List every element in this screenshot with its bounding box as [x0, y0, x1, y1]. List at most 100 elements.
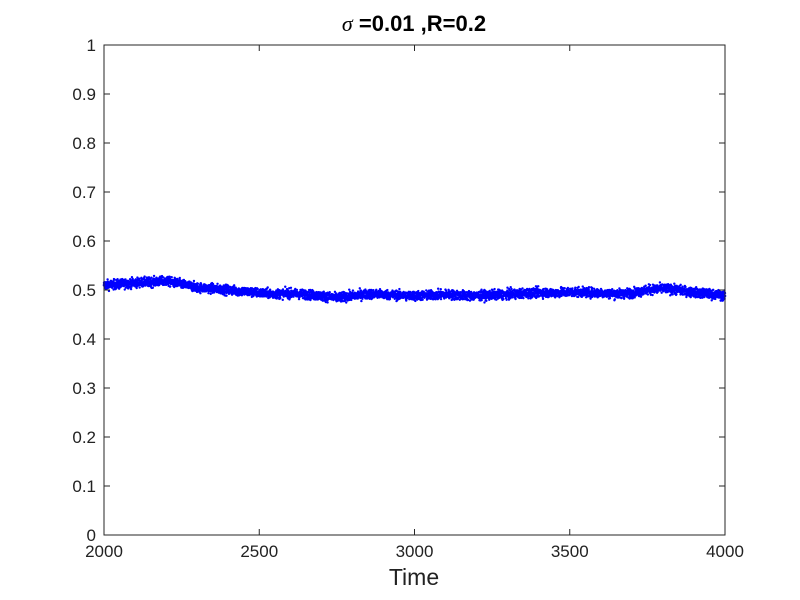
scatter-point [527, 297, 530, 300]
scatter-point [199, 292, 202, 295]
scatter-point [398, 287, 401, 291]
scatter-point [210, 285, 213, 289]
scatter-point [587, 285, 591, 289]
scatter-point [611, 287, 614, 291]
scatter-point [351, 289, 355, 292]
scatter-point [712, 288, 715, 292]
scatter-point [511, 296, 514, 299]
scatter-point [439, 288, 442, 291]
scatter-point [196, 282, 200, 285]
scatter-point [138, 277, 141, 281]
scatter-point [279, 297, 282, 300]
scatter-point [116, 277, 119, 281]
scatter-point [660, 291, 663, 294]
scatter-point [168, 275, 172, 279]
scatter-point [620, 296, 623, 300]
scatter-point [143, 275, 146, 278]
scatter-point [131, 277, 134, 281]
scatter-point [178, 276, 181, 280]
scatter-point [281, 298, 284, 302]
scatter-point [124, 278, 127, 281]
scatter-point [714, 297, 717, 301]
scatter-point [176, 277, 179, 281]
scatter-point [571, 287, 574, 290]
scatter-point [328, 291, 331, 294]
scatter-point [151, 286, 155, 289]
scatter-point [256, 287, 259, 291]
scatter-point [386, 288, 389, 292]
scatter-point [138, 286, 141, 289]
scatter-point [421, 298, 424, 301]
scatter-point [282, 295, 285, 298]
scatter-point [216, 282, 219, 285]
scatter-point [268, 288, 272, 291]
scatter-point [281, 288, 285, 291]
scatter-point [679, 283, 682, 287]
scatter-point [360, 299, 363, 303]
scatter-point [211, 282, 215, 286]
scatter-point [149, 278, 152, 281]
scatter-point [502, 297, 505, 301]
scatter-point [439, 297, 443, 301]
scatter-point [375, 288, 378, 292]
scatter-series [102, 274, 727, 304]
scatter-point [673, 282, 676, 285]
scatter-point [493, 287, 496, 291]
scatter-point [268, 295, 272, 299]
scatter-point [123, 288, 126, 291]
scatter-point [168, 277, 172, 281]
scatter-point [305, 290, 308, 293]
scatter-point [505, 298, 508, 301]
scatter-point [480, 288, 483, 291]
scatter-point [225, 294, 228, 297]
scatter-point [541, 297, 545, 301]
chart-title: σ =0.01 ,R=0.2 [342, 11, 486, 36]
scatter-point [348, 288, 351, 291]
scatter-point [106, 278, 109, 281]
scatter-point [326, 301, 329, 304]
scatter-point [207, 291, 210, 295]
scatter-point [162, 276, 165, 279]
scatter-point [417, 289, 420, 293]
scatter-point [675, 293, 678, 296]
scatter-point [485, 299, 488, 302]
scatter-point [129, 287, 133, 291]
scatter-point [651, 293, 654, 297]
scatter-point [483, 301, 486, 304]
scatter-point [563, 286, 566, 290]
scatter-point [358, 287, 361, 290]
scatter-point [232, 284, 236, 287]
scatter-point [135, 286, 138, 290]
scatter-point [308, 291, 311, 294]
scatter-point [289, 286, 293, 289]
scatter-point [113, 278, 116, 281]
scatter-point [345, 301, 348, 304]
scatter-point [372, 288, 375, 292]
scatter-point [521, 287, 524, 290]
scatter-point [576, 295, 580, 299]
scatter-point [192, 279, 196, 283]
scatter-point [295, 288, 299, 292]
scatter-point [436, 287, 440, 290]
scatter-point [150, 276, 153, 279]
scatter-point [169, 285, 172, 288]
scatter-point [648, 283, 652, 287]
scatter-point [209, 292, 212, 296]
scatter-point [284, 285, 287, 288]
scatter-point [522, 296, 525, 300]
scatter-point [170, 275, 173, 279]
scatter-point [577, 285, 580, 289]
scatter-point [405, 299, 408, 302]
scatter-point [608, 297, 612, 300]
scatter-point [514, 297, 517, 301]
scatter-point [684, 285, 687, 289]
scatter-point [152, 274, 156, 278]
scatter-point [644, 284, 647, 287]
scatter-point [537, 285, 540, 288]
scatter-point [266, 286, 269, 289]
scatter-point [646, 293, 650, 296]
scatter-point [658, 281, 662, 284]
scatter-point [174, 277, 177, 280]
scatter-point [574, 286, 577, 289]
